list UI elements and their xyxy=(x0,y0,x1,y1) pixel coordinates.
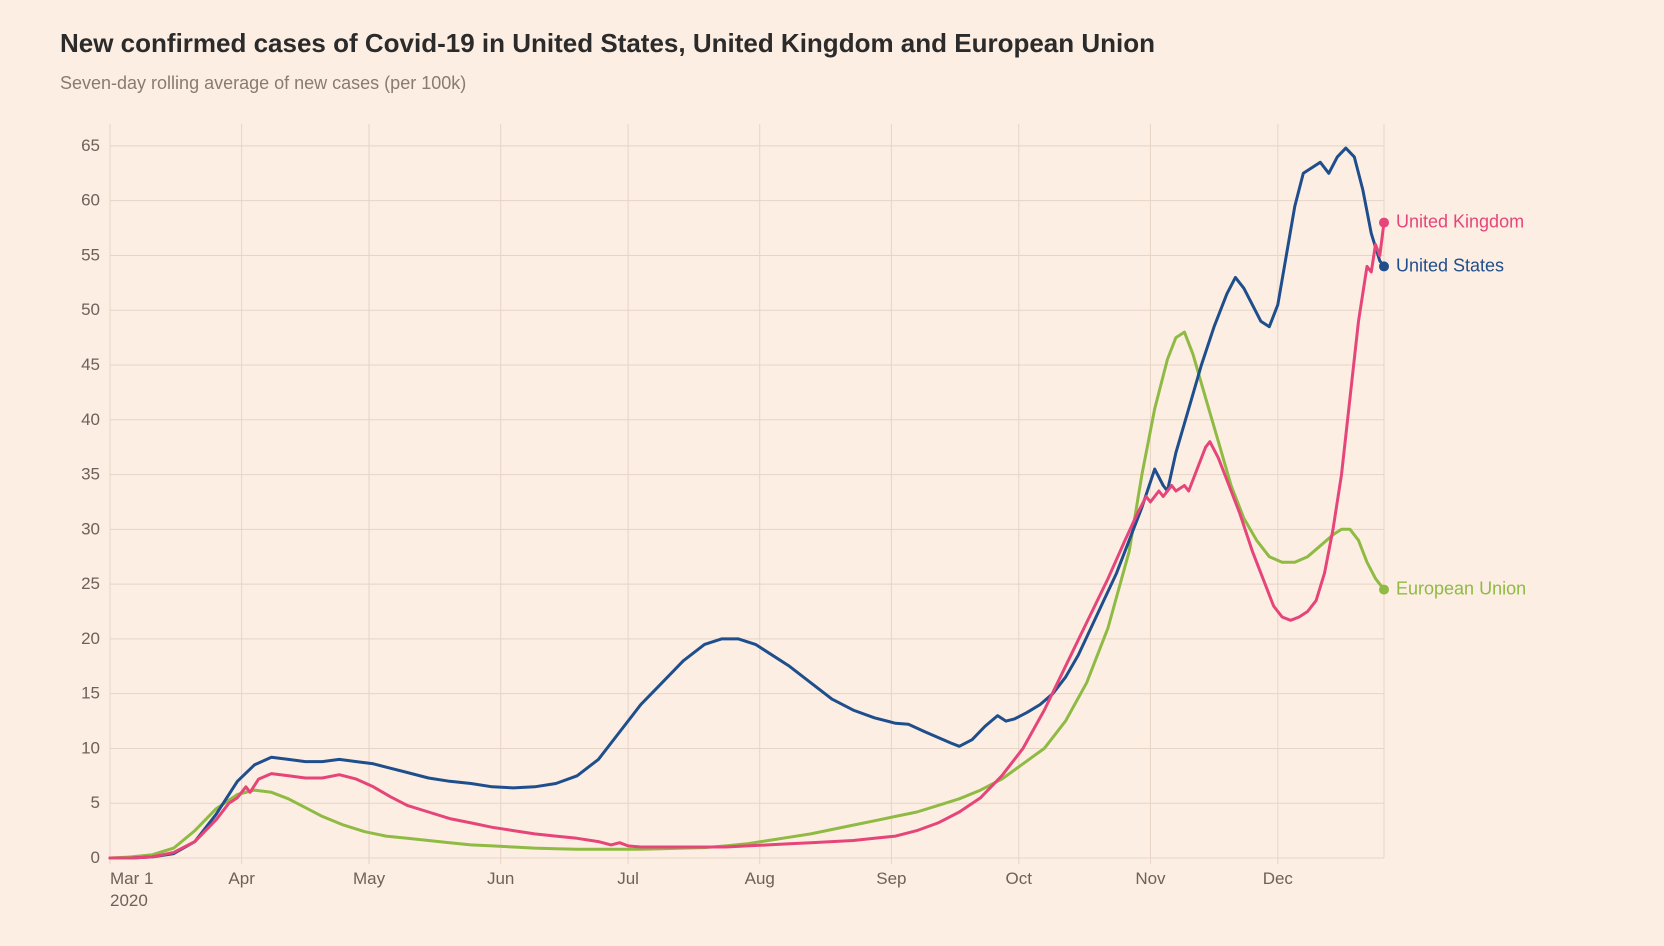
series-line xyxy=(110,148,1384,858)
x-tick-label: Jun xyxy=(487,869,514,888)
y-tick-label: 5 xyxy=(91,793,100,812)
line-chart-svg: 05101520253035404550556065Mar 12020AprMa… xyxy=(60,114,1604,924)
x-axis: Mar 1 2020 Apr May Jun Jul Aug Sep Oct Nov Dec xyxy=(110,869,1293,910)
x-tick-label: Mar 1 xyxy=(110,869,153,888)
chart-area: 05101520253035404550556065Mar 12020AprMa… xyxy=(60,114,1604,924)
gridlines xyxy=(110,124,1384,864)
series-label: United Kingdom xyxy=(1396,212,1524,232)
x-tick-label: Apr xyxy=(228,869,255,888)
y-tick-label: 35 xyxy=(81,465,100,484)
y-tick-label: 50 xyxy=(81,300,100,319)
chart-title: New confirmed cases of Covid-19 in Unite… xyxy=(60,28,1604,59)
x-tick-label: Nov xyxy=(1135,869,1166,888)
y-tick-label: 45 xyxy=(81,355,100,374)
y-tick-label: 65 xyxy=(81,136,100,155)
y-tick-label: 60 xyxy=(81,191,100,210)
series-label: United States xyxy=(1396,255,1504,275)
series-line xyxy=(110,332,1384,858)
x-tick-label: Jul xyxy=(617,869,639,888)
series-label: European Union xyxy=(1396,579,1526,599)
x-tick-label: May xyxy=(353,869,386,888)
y-tick-label: 0 xyxy=(91,848,100,867)
y-tick-label: 40 xyxy=(81,410,100,429)
series-end-marker xyxy=(1379,585,1389,595)
x-tick-label: Aug xyxy=(745,869,775,888)
series-end-marker xyxy=(1379,218,1389,228)
x-tick-label: Oct xyxy=(1006,869,1033,888)
x-tick-label: Dec xyxy=(1263,869,1294,888)
x-tick-sublabel: 2020 xyxy=(110,891,148,910)
series-line xyxy=(110,223,1384,858)
y-tick-label: 25 xyxy=(81,574,100,593)
series-end-marker xyxy=(1379,261,1389,271)
y-tick-label: 20 xyxy=(81,629,100,648)
y-tick-label: 10 xyxy=(81,738,100,757)
y-tick-label: 15 xyxy=(81,684,100,703)
y-axis: 0 5 10 15 20 25 30 35 40 45 50 55 60 65 xyxy=(81,136,100,867)
y-tick-label: 30 xyxy=(81,519,100,538)
x-tick-label: Sep xyxy=(876,869,906,888)
y-tick-label: 55 xyxy=(81,245,100,264)
chart-subtitle: Seven-day rolling average of new cases (… xyxy=(60,73,1604,94)
